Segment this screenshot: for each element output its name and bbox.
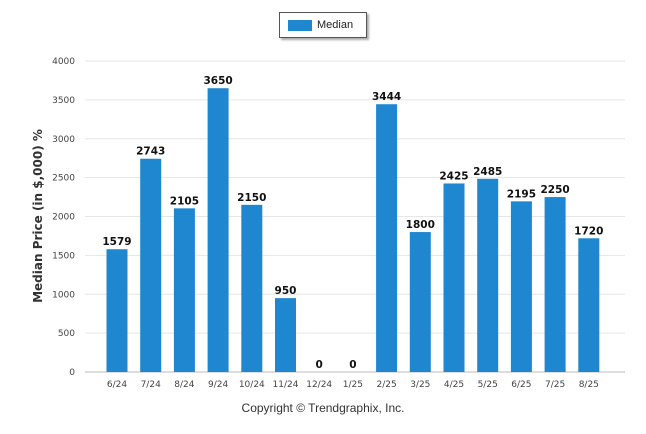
bar-5-25 [477,178,499,372]
value-label-1-25: 0 [349,359,356,371]
y-axis-title: Median Price (in $,000) % [31,129,45,303]
y-tick-label-1000: 1000 [52,290,75,300]
bar-8-25 [578,238,600,372]
x-tick-label-2-25: 2/25 [376,380,396,390]
value-label-7-25: 2250 [540,184,569,196]
x-tick-label-7-24: 7/24 [141,380,161,390]
bar-6-25 [510,201,532,372]
value-label-8-25: 1720 [574,225,603,237]
value-label-7-24: 2743 [136,146,165,158]
value-label-2-25: 3444 [372,91,401,103]
y-tick-label-2500: 2500 [52,174,75,184]
bar-3-25 [409,232,431,372]
x-axis-ticks: 6/24 7/24 8/24 9/24 10/24 11/24 12/24 1/25 2/25 3… [107,380,599,390]
value-label-12-24: 0 [316,359,323,371]
value-label-6-25: 2195 [507,188,536,200]
value-labels: 1579 2743 2105 3650 2150 950 0 0 3444 1800 2425 248… [102,75,603,371]
x-tick-label-8-25: 8/25 [579,380,599,390]
legend-swatch [288,19,312,31]
value-label-6-24: 1579 [102,236,131,248]
value-label-8-24: 2105 [170,195,199,207]
x-tick-label-8-24: 8/24 [174,380,194,390]
bar-10-24 [241,204,263,372]
legend: Median [279,12,367,38]
value-label-5-25: 2485 [473,166,502,178]
bar-9-24 [207,88,229,373]
x-tick-label-7-25: 7/25 [545,380,565,390]
bar-6-24 [106,249,128,372]
bars [106,88,600,373]
x-tick-label-9-24: 9/24 [208,380,228,390]
x-tick-label-6-24: 6/24 [107,380,127,390]
bar-7-25 [544,197,566,372]
value-label-10-24: 2150 [237,192,266,204]
x-tick-label-10-24: 10/24 [239,380,265,390]
x-tick-label-5-25: 5/25 [478,380,498,390]
x-tick-label-4-25: 4/25 [444,380,464,390]
legend-label-median: Median [317,19,354,31]
value-label-4-25: 2425 [439,170,468,182]
y-tick-label-2000: 2000 [52,213,75,223]
y-tick-label-4000: 4000 [52,57,75,67]
copyright-footer: Copyright © Trendgraphix, Inc. [241,401,405,415]
y-tick-label-3500: 3500 [52,96,75,106]
value-label-11-24: 950 [275,285,297,297]
x-tick-label-6-25: 6/25 [511,380,531,390]
x-tick-label-11-24: 11/24 [273,380,299,390]
x-tick-label-1-25: 1/25 [343,380,363,390]
y-tick-label-0: 0 [69,368,75,378]
y-tick-label-500: 500 [58,329,75,339]
bar-2-25 [376,104,398,372]
bar-8-24 [173,208,195,372]
y-axis-ticks: 0 500 1000 1500 2000 2500 3000 3500 4000 [52,57,75,378]
value-label-3-25: 1800 [406,219,435,231]
bar-4-25 [443,183,465,372]
y-tick-label-3000: 3000 [52,135,75,145]
gridlines [85,60,625,373]
x-tick-label-3-25: 3/25 [410,380,430,390]
x-tick-label-12-24: 12/24 [306,380,332,390]
bar-7-24 [140,158,162,372]
bar-11-24 [275,298,296,372]
y-tick-label-1500: 1500 [52,251,75,261]
value-label-9-24: 3650 [203,75,232,87]
